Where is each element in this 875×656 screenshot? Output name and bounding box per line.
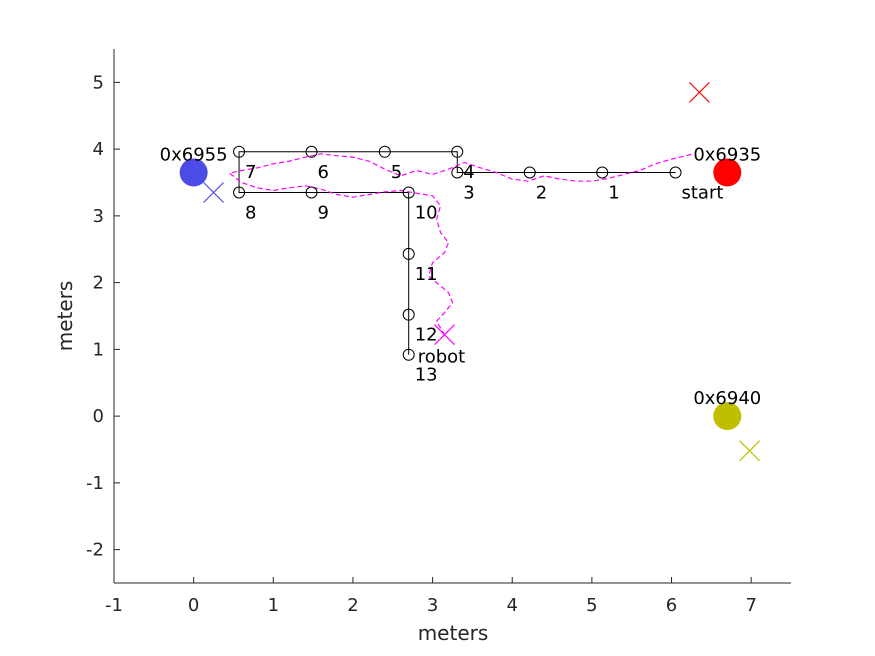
waypoint-marker: [402, 308, 415, 321]
x-tick-label: 5: [586, 595, 597, 616]
waypoint-label: 4: [463, 162, 474, 183]
axes-box: [113, 49, 791, 584]
waypoint-marker: [669, 166, 682, 179]
anchor-estimate-marker: [203, 182, 224, 203]
waypoint-marker: [305, 186, 318, 199]
waypoint-marker: [402, 247, 415, 260]
anchor-label: 0x6935: [693, 144, 761, 165]
anchor-marker: [713, 158, 742, 187]
planned-path-line: [238, 151, 676, 355]
waypoint-label: 9: [318, 203, 329, 224]
waypoint-marker: [305, 145, 318, 158]
y-tick-label: 4: [93, 139, 104, 160]
waypoint-marker: [233, 145, 246, 158]
waypoint-label: 12: [415, 325, 438, 346]
waypoint-marker: [233, 186, 246, 199]
y-tick-label: 2: [93, 273, 104, 294]
anchor-marker: [179, 158, 208, 187]
robot-trajectory: [228, 153, 692, 335]
x-tick-label: 1: [268, 595, 279, 616]
y-tick-label: -2: [86, 540, 104, 561]
x-tick-label: 0: [188, 595, 199, 616]
y-axis-ticks: -2 -1 0 1 2 3 4 5: [86, 72, 120, 561]
anchor-label: 0x6955: [160, 144, 228, 165]
waypoint-label: 2: [536, 182, 547, 203]
waypoint-marker: [451, 166, 464, 179]
x-tick-label: -1: [105, 595, 123, 616]
x-tick-label: 2: [347, 595, 358, 616]
waypoint-marker: [402, 348, 415, 361]
waypoint-label: 5: [391, 162, 402, 183]
x-axis-ticks: -1 0 1 2 3 4 5 6 7: [105, 577, 757, 616]
waypoint-marker: [378, 145, 391, 158]
planned-path: [238, 151, 676, 355]
waypoint-label: 10: [415, 203, 438, 224]
y-axis-label: meters: [53, 281, 77, 352]
robot-label: robot: [418, 347, 466, 368]
waypoint-label: start: [682, 182, 724, 203]
x-tick-label: 6: [666, 595, 677, 616]
x-axis-label: meters: [418, 621, 489, 645]
waypoint-marker: [596, 166, 609, 179]
estimated-positions: [203, 81, 761, 462]
y-tick-label: 3: [93, 206, 104, 227]
waypoint-label: 6: [318, 162, 329, 183]
waypoint-label: 11: [415, 264, 438, 285]
waypoint-label: 1: [608, 182, 619, 203]
waypoint-label: 13: [415, 365, 438, 386]
waypoint-label: 3: [463, 182, 474, 203]
waypoint-label: 8: [245, 203, 256, 224]
trajectory-line: [228, 153, 692, 335]
y-tick-label: 1: [93, 339, 104, 360]
anchors: 0x6935 0x6955 0x6940: [160, 144, 761, 431]
y-tick-label: 5: [93, 72, 104, 93]
waypoint-marker: [451, 145, 464, 158]
robot-marker: [434, 324, 455, 346]
waypoint-marker: [523, 166, 536, 179]
anchor-marker: [713, 402, 742, 431]
waypoint-label: 7: [245, 162, 256, 183]
x-tick-label: 3: [427, 595, 438, 616]
waypoint-marker: [402, 186, 415, 199]
anchor-estimate-marker: [688, 81, 710, 103]
y-tick-label: 0: [93, 406, 104, 427]
anchor-label: 0x6940: [693, 388, 761, 409]
x-tick-label: 7: [745, 595, 756, 616]
y-tick-label: -1: [86, 473, 104, 494]
anchor-estimate-marker: [739, 440, 761, 462]
x-tick-label: 4: [507, 595, 518, 616]
